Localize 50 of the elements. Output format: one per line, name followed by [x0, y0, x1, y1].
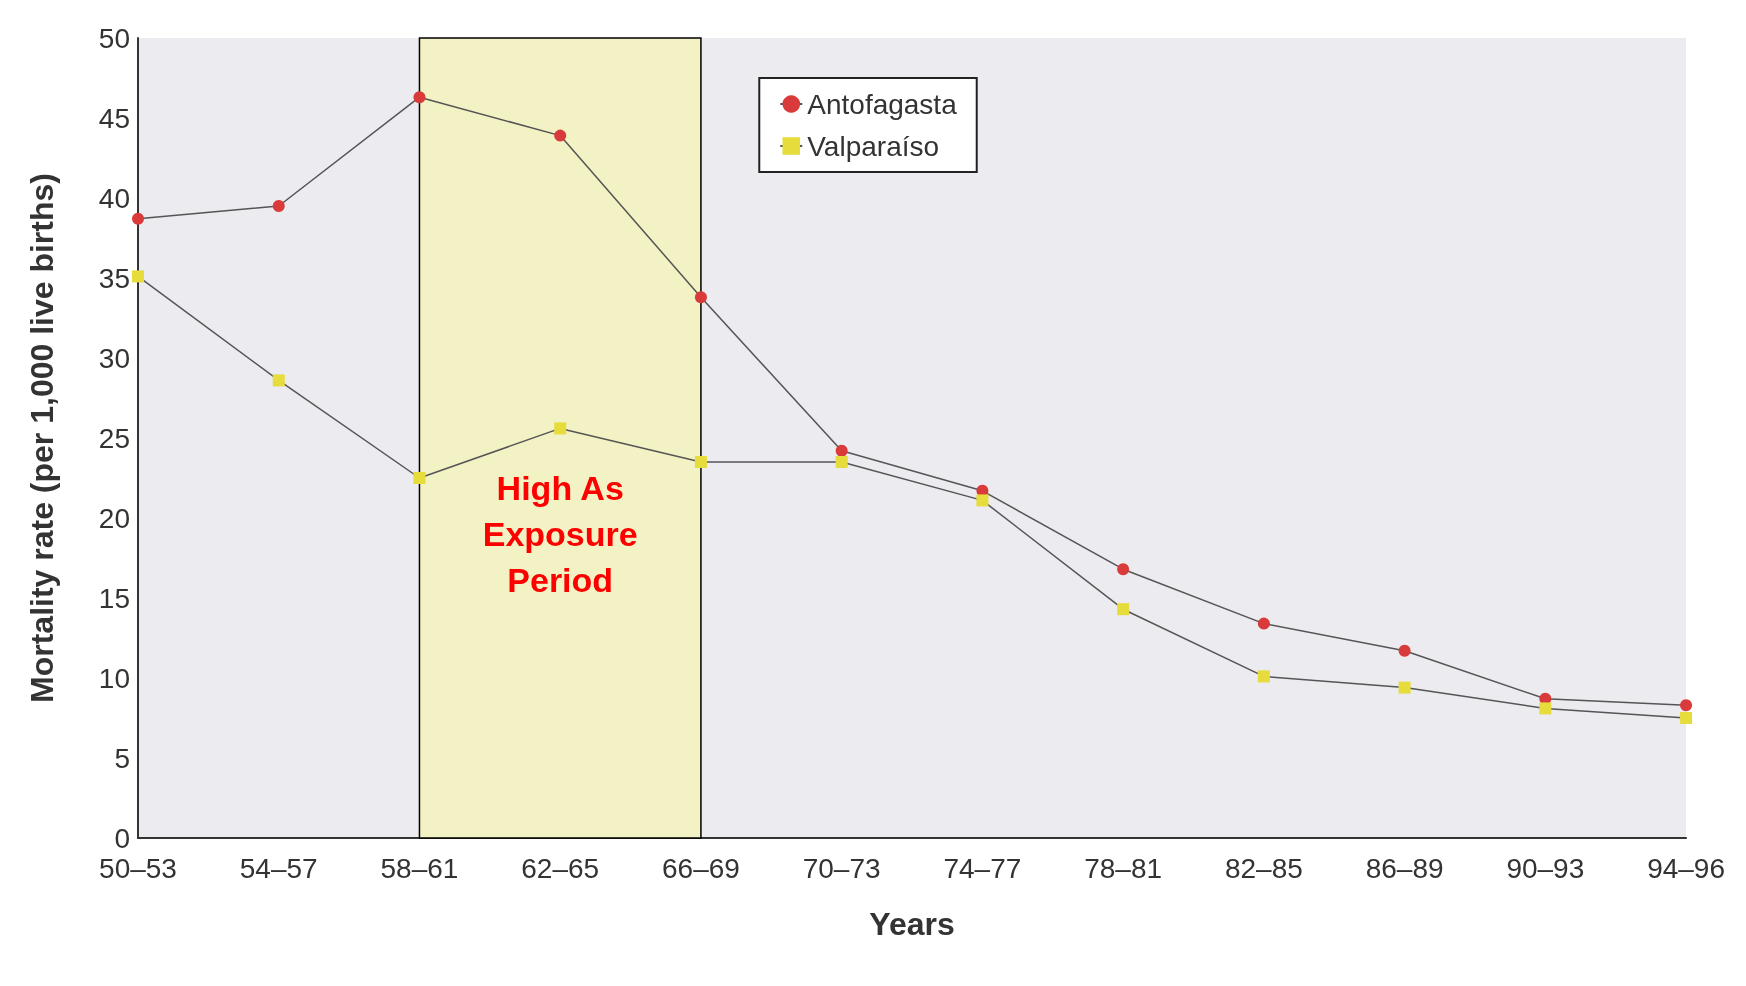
point	[1398, 681, 1411, 694]
point	[554, 129, 567, 142]
band-label: High As Exposure Period	[482, 469, 638, 600]
y-tick-label: 15	[98, 582, 130, 614]
point	[1257, 670, 1270, 683]
point	[272, 200, 285, 212]
x-tick-label: 90–93	[1506, 852, 1585, 884]
y-tick-label: 35	[98, 262, 130, 294]
x-tick-label: 70–73	[802, 852, 881, 884]
point	[272, 374, 285, 387]
x-tick-label: 54–57	[239, 852, 318, 884]
x-tick-label: 58–61	[380, 852, 459, 884]
y-axis-title: Mortality rate (per 1,000 live births)	[24, 173, 60, 703]
point	[835, 456, 848, 468]
point	[1680, 699, 1693, 712]
x-tick-label: 66–69	[662, 852, 740, 884]
x-tick-label: 74–77	[943, 852, 1022, 884]
point	[1117, 563, 1130, 576]
point	[132, 212, 144, 225]
y-tick-label: 5	[114, 742, 130, 774]
point	[413, 472, 426, 484]
point	[1398, 644, 1411, 657]
x-tick-label: 86–89	[1365, 852, 1444, 884]
point	[976, 494, 989, 507]
x-tick-label: 50–53	[99, 852, 177, 884]
point	[1539, 702, 1552, 715]
y-tick-label: 30	[98, 342, 130, 374]
y-tick-label: 25	[98, 422, 130, 454]
point	[1680, 712, 1693, 724]
point	[694, 291, 707, 304]
x-tick-label: 62–65	[521, 852, 600, 884]
point	[554, 422, 567, 435]
y-tick-label: 45	[98, 102, 130, 134]
point	[1257, 617, 1270, 630]
y-tick-label: 50	[98, 22, 130, 54]
x-axis-title: Years	[869, 906, 955, 942]
point	[132, 270, 144, 283]
x-tick-label: 94–96	[1647, 852, 1726, 884]
x-tick-label: 82–85	[1224, 852, 1303, 884]
y-tick-label: 40	[98, 182, 130, 214]
y-tick-label: 0	[114, 822, 130, 854]
legend-label: Valparaíso	[807, 130, 940, 162]
y-tick-label: 20	[98, 502, 130, 534]
legend-label: Antofagasta	[807, 88, 958, 120]
x-tick-label: 78–81	[1084, 852, 1163, 884]
point	[835, 444, 848, 457]
point	[694, 456, 707, 468]
point	[413, 91, 426, 104]
point	[1117, 603, 1130, 616]
y-tick-label: 10	[98, 662, 130, 694]
